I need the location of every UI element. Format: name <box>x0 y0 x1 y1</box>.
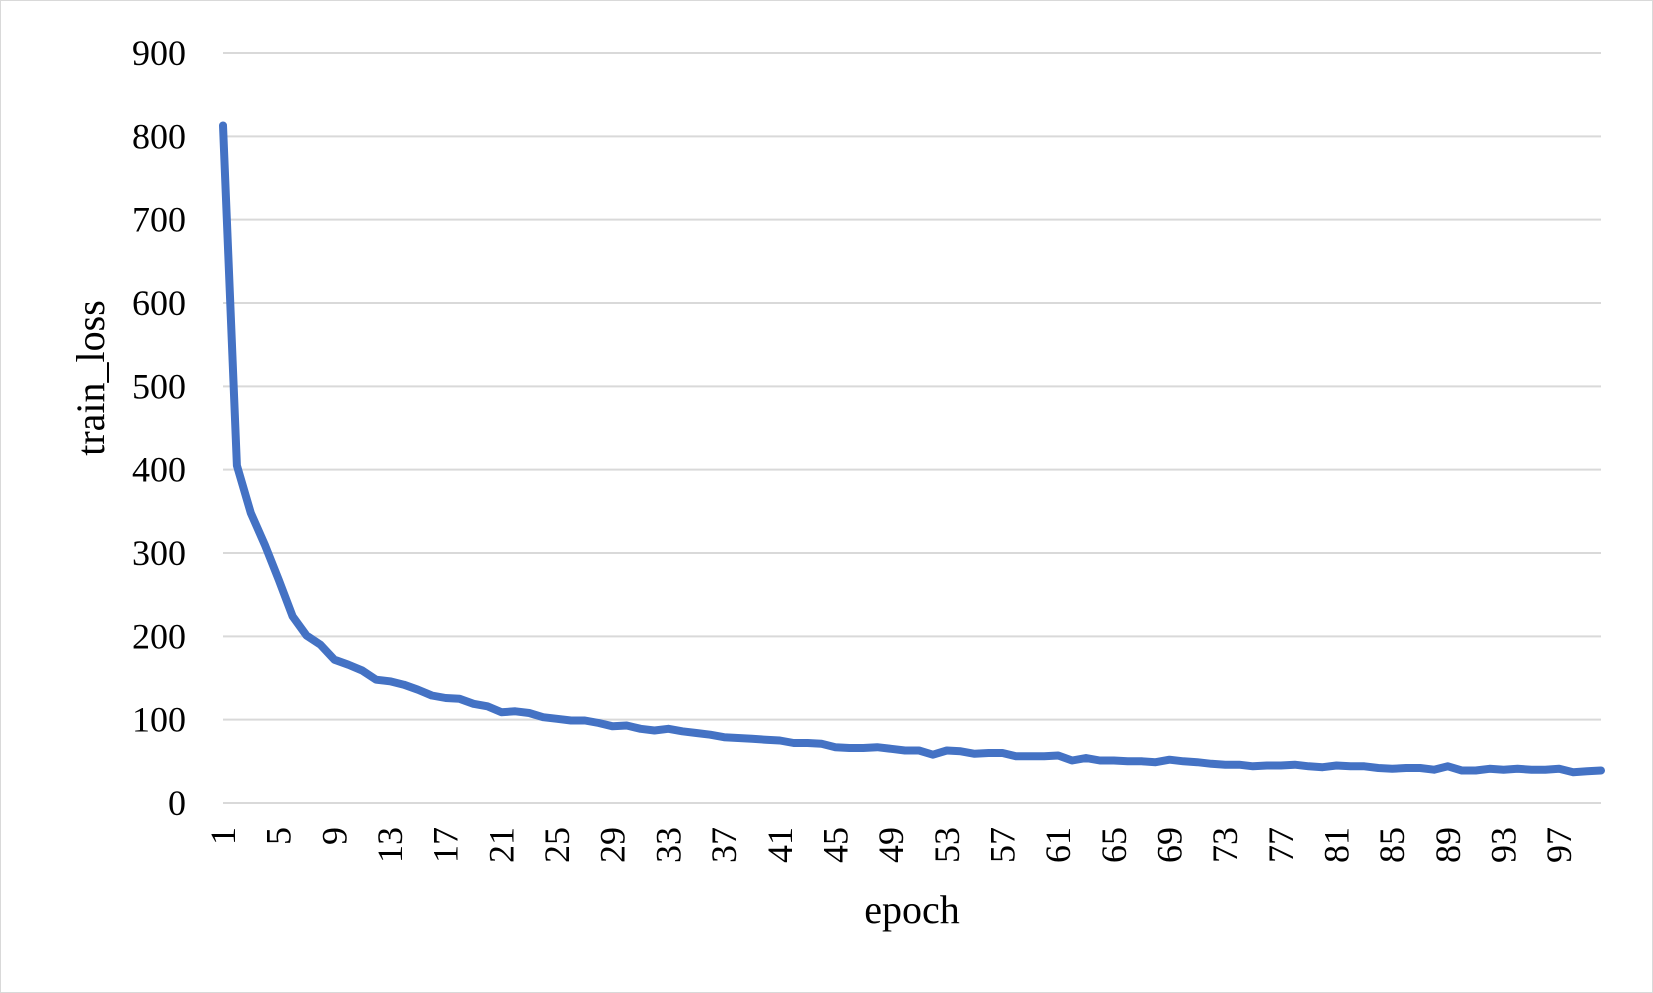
x-tick-label: 73 <box>1205 827 1245 863</box>
x-tick-label: 41 <box>760 827 800 863</box>
x-tick-label: 33 <box>648 827 688 863</box>
y-tick-label: 0 <box>168 783 186 823</box>
x-axis-tick-labels: 1 5 9 13 17 21 25 29 33 37 41 45 49 53 57 61 65 69 73 77 81 8… <box>203 827 1579 863</box>
x-tick-label: 65 <box>1094 827 1134 863</box>
y-tick-label: 200 <box>132 616 186 656</box>
y-tick-label: 300 <box>132 533 186 573</box>
train-loss-line <box>219 121 1605 777</box>
y-axis-label: train_loss <box>68 300 113 456</box>
x-tick-label: 49 <box>871 827 911 863</box>
x-tick-label: 1 <box>203 827 243 845</box>
x-tick-label: 61 <box>1038 827 1078 863</box>
x-tick-label: 81 <box>1317 827 1357 863</box>
x-tick-label: 85 <box>1372 827 1412 863</box>
x-tick-label: 69 <box>1150 827 1190 863</box>
y-tick-label: 600 <box>132 283 186 323</box>
gridlines <box>223 52 1601 804</box>
y-tick-label: 900 <box>132 33 186 73</box>
x-tick-label: 93 <box>1484 827 1524 863</box>
x-tick-label: 13 <box>370 827 410 863</box>
x-tick-label: 21 <box>481 827 521 863</box>
y-tick-label: 700 <box>132 200 186 240</box>
x-tick-label: 97 <box>1539 827 1579 863</box>
x-tick-label: 45 <box>815 827 855 863</box>
x-tick-label: 53 <box>927 827 967 863</box>
x-tick-label: 25 <box>537 827 577 863</box>
x-tick-label: 77 <box>1261 827 1301 863</box>
y-tick-label: 400 <box>132 450 186 490</box>
x-tick-label: 5 <box>259 827 299 845</box>
x-axis-label: epoch <box>864 887 960 932</box>
y-tick-label: 800 <box>132 116 186 156</box>
x-tick-label: 9 <box>314 827 354 845</box>
x-tick-label: 37 <box>704 827 744 863</box>
x-tick-label: 17 <box>426 827 466 863</box>
x-tick-label: 89 <box>1428 827 1468 863</box>
x-tick-label: 57 <box>982 827 1022 863</box>
y-tick-label: 100 <box>132 700 186 740</box>
y-axis-tick-labels: 0 100 200 300 400 500 600 700 800 900 <box>132 33 186 823</box>
y-tick-label: 500 <box>132 366 186 406</box>
x-tick-label: 29 <box>593 827 633 863</box>
